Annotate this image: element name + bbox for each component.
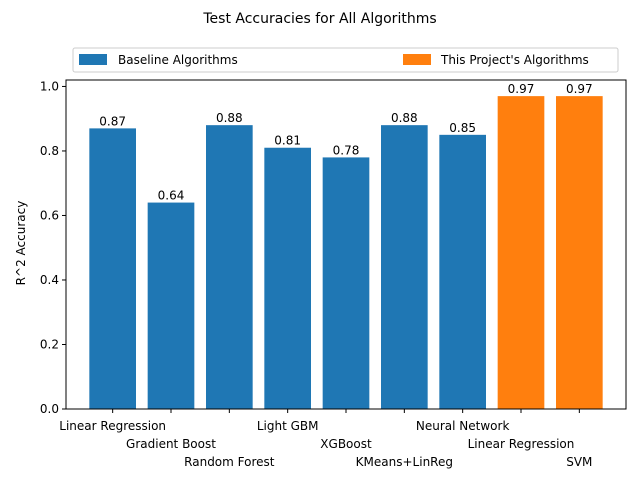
bar-4 xyxy=(264,147,311,409)
y-tick-label-6: 1.0 xyxy=(40,79,59,93)
legend-label-baseline: Baseline Algorithms xyxy=(118,53,238,67)
y-tick-label-4: 0.6 xyxy=(40,208,59,222)
x-tick-label-6: KMeans+LinReg xyxy=(356,455,453,469)
bar-8 xyxy=(497,96,545,410)
bar-7 xyxy=(439,134,486,410)
x-tick-label-1: Linear Regression xyxy=(59,419,166,433)
bar-2 xyxy=(147,202,195,409)
bar-6 xyxy=(381,125,428,409)
y-tick-label-2: 0.2 xyxy=(40,337,59,351)
x-tick-label-9: SVM xyxy=(566,455,592,469)
y-tick-label-3: 0.4 xyxy=(40,273,59,287)
legend-swatch-baseline xyxy=(79,54,107,65)
bar-value-label-8: 0.97 xyxy=(508,82,535,96)
x-tick-label-7: Neural Network xyxy=(416,419,510,433)
bar-1 xyxy=(89,128,136,409)
chart-title: Test Accuracies for All Algorithms xyxy=(202,11,436,27)
bar-5 xyxy=(322,157,370,409)
x-tick-label-4: Light GBM xyxy=(257,419,319,433)
axes-frame xyxy=(65,79,627,410)
bar-value-label-2: 0.64 xyxy=(158,189,185,203)
x-tick-label-3: Random Forest xyxy=(184,455,275,469)
bar-3 xyxy=(206,125,253,409)
plot-area: 0.87 Linear Regression 0.64 Gradient Boost 0… xyxy=(40,79,627,469)
bar-value-label-7: 0.85 xyxy=(449,121,476,135)
bar-value-label-4: 0.81 xyxy=(274,134,301,148)
bar-value-label-1: 0.87 xyxy=(99,114,126,128)
bar-9 xyxy=(556,96,603,410)
bar-value-label-3: 0.88 xyxy=(216,111,243,125)
bar-value-label-6: 0.88 xyxy=(391,111,418,125)
legend: Baseline Algorithms This Project's Algor… xyxy=(72,47,619,73)
y-tick-label-1: 0.0 xyxy=(40,402,59,416)
x-tick-label-8: Linear Regression xyxy=(468,437,575,451)
bar-value-label-5: 0.78 xyxy=(333,143,360,157)
legend-swatch-project xyxy=(403,54,431,65)
x-tick-label-5: XGBoost xyxy=(320,437,372,451)
y-axis-label: R^2 Accuracy xyxy=(14,201,28,286)
legend-frame xyxy=(72,47,619,73)
x-tick-label-2: Gradient Boost xyxy=(126,437,216,451)
legend-label-project: This Project's Algorithms xyxy=(440,53,589,67)
bar-value-label-9: 0.97 xyxy=(566,82,593,96)
y-tick-label-5: 0.8 xyxy=(40,144,59,158)
